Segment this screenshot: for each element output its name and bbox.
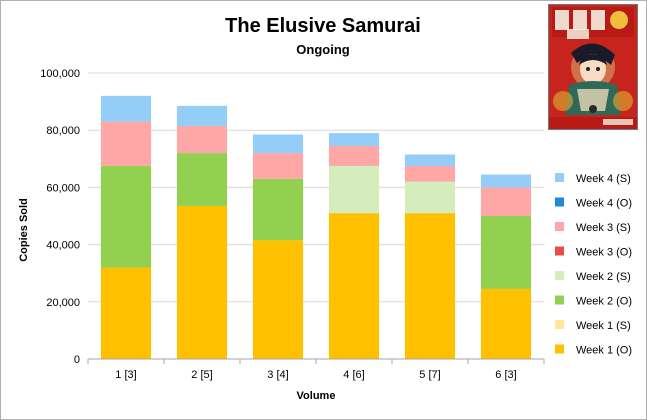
bars <box>100 95 532 359</box>
x-tick-label: 1 [3] <box>115 369 136 381</box>
legend-entry: Week 4 (O) <box>555 197 632 210</box>
bar-segment <box>480 187 532 216</box>
legend-entry: Week 1 (O) <box>555 344 632 357</box>
bar-segment <box>480 174 532 188</box>
legend-swatch <box>555 320 564 329</box>
manga-cover-image <box>548 4 638 130</box>
bar-segment <box>176 125 228 154</box>
legend-label: Week 1 (O) <box>576 345 632 357</box>
x-tick-label: 4 [6] <box>343 369 364 381</box>
bar-segment <box>480 288 532 359</box>
bar-segment <box>100 267 152 359</box>
gridlines <box>88 72 544 360</box>
bar-segment <box>328 145 380 166</box>
legend-entry: Week 4 (S) <box>555 173 631 185</box>
y-tick-label: 100,000 <box>40 68 80 80</box>
bar-segment <box>176 205 228 359</box>
legend-label: Week 4 (O) <box>576 198 632 210</box>
legend-label: Week 3 (O) <box>576 247 632 259</box>
bar-segment <box>252 178 304 241</box>
x-axis-label: Volume <box>297 390 336 402</box>
legend-entry: Week 1 (S) <box>555 320 631 332</box>
x-axis <box>87 358 545 364</box>
legend-entry: Week 2 (O) <box>555 295 632 308</box>
legend: Week 4 (S) Week 4 (O) Week 3 (S) Week 3 (O)… <box>555 173 632 357</box>
y-tick-label: 60,000 <box>46 182 80 194</box>
bar-segment <box>252 134 304 154</box>
legend-swatch <box>555 271 564 280</box>
legend-label: Week 2 (S) <box>576 271 631 283</box>
legend-entry: Week 2 (S) <box>555 271 631 283</box>
y-axis-label: Copies Sold <box>18 198 30 262</box>
bar-segment <box>100 165 152 268</box>
bar-segment <box>480 216 532 289</box>
bar-segment <box>328 213 380 359</box>
bar-segment <box>252 240 304 359</box>
y-axis-ticks: 0 20,000 40,000 60,000 80,000 100,000 <box>40 68 80 366</box>
legend-label: Week 4 (S) <box>576 173 631 185</box>
bar-segment <box>100 95 152 122</box>
x-axis-ticks: 1 [3] 2 [5] 3 [4] 4 [6] 5 [7] 6 [3] <box>115 369 516 381</box>
bar-segment <box>252 153 304 179</box>
bar-segment <box>404 154 456 166</box>
chart-title: The Elusive Samurai <box>225 15 421 37</box>
bar-segment <box>404 213 456 359</box>
legend-swatch <box>555 197 564 207</box>
bar-segment <box>100 121 152 166</box>
bar-segment <box>176 153 228 206</box>
bar-segment <box>328 133 380 146</box>
legend-swatch <box>555 295 564 305</box>
legend-swatch <box>555 344 564 354</box>
x-tick-label: 3 [4] <box>267 369 288 381</box>
legend-label: Week 2 (O) <box>576 296 632 308</box>
y-tick-label: 0 <box>74 354 80 366</box>
legend-swatch <box>555 246 564 256</box>
chart-subtitle: Ongoing <box>296 42 349 57</box>
legend-entry: Week 3 (O) <box>555 246 632 259</box>
bar-segment <box>404 165 456 182</box>
x-tick-label: 2 [5] <box>191 369 212 381</box>
bar-segment <box>176 105 228 126</box>
y-tick-label: 20,000 <box>46 297 80 309</box>
legend-label: Week 1 (S) <box>576 320 631 332</box>
legend-label: Week 3 (S) <box>576 222 631 234</box>
legend-swatch <box>555 173 564 182</box>
bar-segment <box>328 165 380 214</box>
legend-swatch <box>555 222 564 231</box>
x-tick-label: 5 [7] <box>419 369 440 381</box>
bar-segment <box>404 181 456 214</box>
legend-entry: Week 3 (S) <box>555 222 631 234</box>
x-tick-label: 6 [3] <box>495 369 516 381</box>
y-tick-label: 80,000 <box>46 125 80 137</box>
cover-illustration <box>549 5 637 129</box>
y-tick-label: 40,000 <box>46 240 80 252</box>
